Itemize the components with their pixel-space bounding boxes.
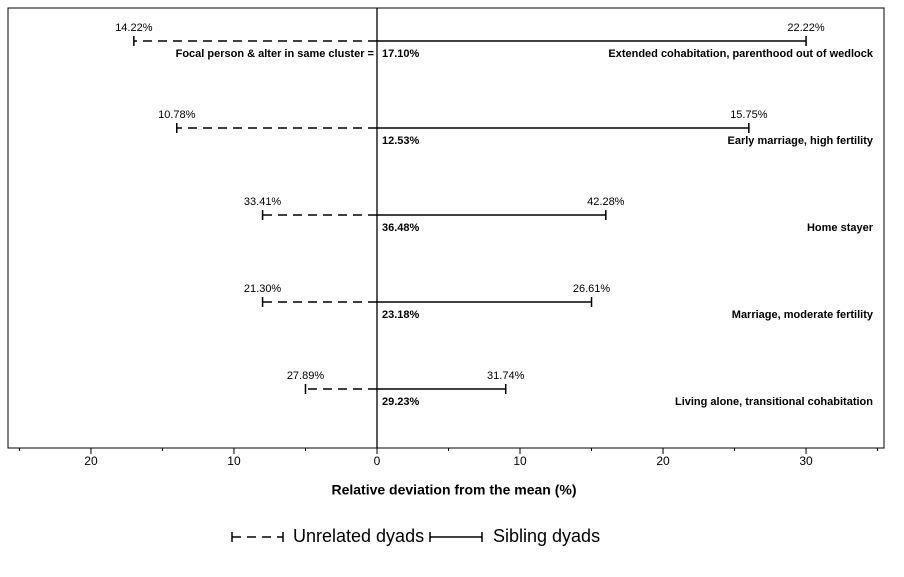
point-label: 21.30%: [244, 283, 282, 295]
category-label: Living alone, transitional cohabitation: [675, 396, 873, 408]
category-label: Extended cohabitation, parenthood out of…: [608, 48, 874, 60]
cluster-label: 23.18%: [382, 309, 420, 321]
plot-frame: [7, 7, 885, 449]
point-label: 26.61%: [573, 283, 611, 295]
point-label: 14.22%: [115, 22, 153, 34]
category-label: Marriage, moderate fertility: [732, 309, 874, 321]
annotation: Focal person & alter in same cluster =: [176, 48, 374, 60]
point-label: 15.75%: [730, 109, 768, 121]
x-axis-title: Relative deviation from the mean (%): [331, 482, 576, 498]
x-tick-label: 20: [656, 454, 670, 468]
point-label: 31.74%: [487, 370, 525, 382]
x-tick-label: 30: [799, 454, 813, 468]
point-label: 42.28%: [587, 196, 625, 208]
point-label: 33.41%: [244, 196, 282, 208]
legend-label: Sibling dyads: [493, 526, 600, 546]
category-label: Early marriage, high fertility: [728, 135, 874, 147]
category-label: Home stayer: [807, 222, 874, 234]
cluster-label: 17.10%: [382, 48, 420, 60]
legend-label: Unrelated dyads: [293, 526, 424, 546]
point-label: 22.22%: [787, 22, 825, 34]
x-tick-label: 10: [227, 454, 241, 468]
x-tick-label: 20: [84, 454, 98, 468]
point-label: 27.89%: [287, 370, 325, 382]
cluster-label: 12.53%: [382, 135, 420, 147]
cluster-label: 36.48%: [382, 222, 420, 234]
cluster-label: 29.23%: [382, 396, 420, 408]
point-label: 10.78%: [158, 109, 196, 121]
x-tick-label: 0: [374, 454, 381, 468]
x-tick-label: 10: [513, 454, 527, 468]
